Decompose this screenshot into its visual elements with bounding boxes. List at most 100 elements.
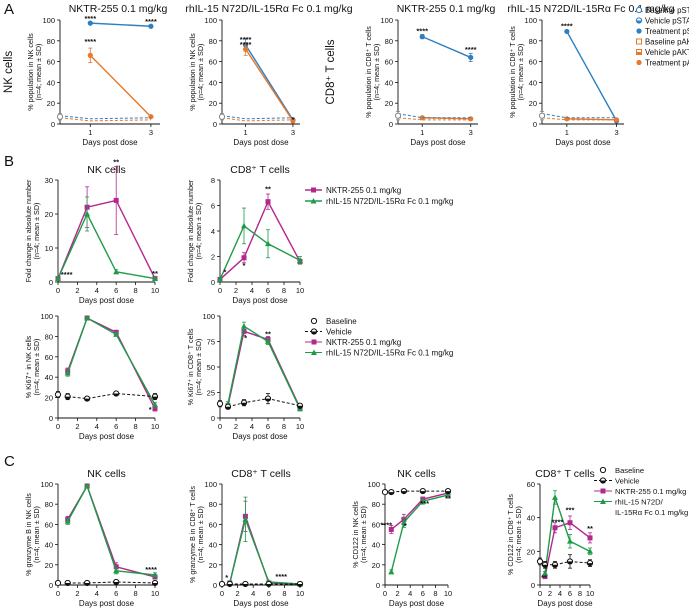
x-tick-label: 0 bbox=[56, 422, 60, 431]
legend-label: NKTR-255 0.1 mg/kg bbox=[326, 338, 401, 347]
data-point bbox=[388, 526, 394, 532]
chart-title: CD8⁺ T cells bbox=[230, 164, 289, 176]
x-tick-label: 6 bbox=[266, 286, 270, 295]
y-tick-label: 100 bbox=[204, 16, 217, 25]
legend-label: Treatment pSTAT5 bbox=[645, 27, 689, 36]
x-tick-label: 8 bbox=[282, 589, 286, 598]
series-line bbox=[67, 484, 156, 576]
data-point bbox=[113, 331, 120, 337]
series-line bbox=[59, 115, 151, 120]
data-point bbox=[241, 323, 247, 329]
series-vehicle bbox=[388, 487, 452, 496]
y-tick-label: 0 bbox=[51, 120, 55, 129]
data-point bbox=[148, 114, 154, 120]
y-tick-label: 0 bbox=[49, 414, 53, 423]
series-rhil-15-n72d-il-15r-fc-0-1-mg-kg bbox=[542, 490, 593, 576]
x-tick-label: 0 bbox=[56, 286, 60, 295]
series-line bbox=[227, 330, 301, 409]
data-point bbox=[64, 518, 71, 524]
y-axis-label: % population in NK cells bbox=[26, 33, 35, 111]
series-line bbox=[67, 317, 156, 406]
data-point-half bbox=[84, 398, 90, 402]
data-point bbox=[152, 406, 158, 412]
y-tick-label: 40 bbox=[209, 78, 217, 87]
series-vehicle bbox=[64, 578, 159, 587]
y-tick-label: 20 bbox=[47, 99, 55, 108]
x-tick-label: 4 bbox=[95, 589, 99, 598]
chart-B2: 0 2 4 6 8 0 2 4 6 8 10 Days post dose Fold change in… bbox=[186, 164, 304, 305]
y-tick-label: 75 bbox=[207, 338, 215, 347]
legend-marker-half bbox=[636, 20, 642, 24]
data-point bbox=[55, 275, 61, 281]
y-tick-label: 40 bbox=[45, 373, 53, 382]
series-line bbox=[397, 117, 471, 121]
y-tick-label: 40 bbox=[45, 541, 53, 550]
y-tick-label: 0 bbox=[389, 120, 393, 129]
series-baseline bbox=[54, 391, 62, 399]
legend-marker bbox=[311, 339, 317, 345]
series-baseline bbox=[56, 113, 64, 121]
chart-B3: 0 20 40 60 80 100 0 2 4 6 8 10 Days post dose % Ki67⁺… bbox=[24, 312, 159, 441]
series-baseline bbox=[218, 580, 226, 588]
series-rhil-15-n72d-il-15r-fc-0-1-mg-kg bbox=[388, 491, 451, 575]
data-point-half bbox=[552, 564, 558, 568]
x-tick-label: 4 bbox=[250, 286, 254, 295]
significance-annotation: * bbox=[149, 405, 152, 414]
data-point bbox=[265, 338, 271, 344]
series-rhil-15-n72d-il-15r-fc-0-1-mg-kg bbox=[226, 496, 303, 587]
y-tick-label: 6 bbox=[211, 202, 215, 211]
y-axis-label-sub: (n=4; mean ± SD) bbox=[516, 44, 525, 101]
y-axis-label: % population in NK cells bbox=[188, 33, 197, 111]
x-tick-label: 8 bbox=[433, 589, 437, 598]
y-axis-label: Fold change in absolute number bbox=[24, 179, 33, 282]
significance-annotation: ** bbox=[587, 524, 593, 533]
chart-C2: 0 20 40 60 80 100 0 2 4 6 8 10 Days post dose % granz… bbox=[188, 468, 304, 608]
y-tick-label: 20 bbox=[45, 210, 53, 219]
y-tick-label: 60 bbox=[47, 58, 55, 67]
row-side-label: NK cells bbox=[3, 51, 15, 93]
series-baseline bbox=[54, 579, 62, 587]
data-point bbox=[445, 491, 451, 498]
series-line bbox=[541, 113, 617, 119]
series-baseline bbox=[538, 111, 546, 121]
series-rhil-15-n72d-il-15r-fc-0-1-mg-kg bbox=[217, 207, 303, 282]
y-tick-label: 8 bbox=[211, 176, 215, 185]
x-tick-label: 8 bbox=[134, 422, 138, 431]
data-point bbox=[216, 400, 224, 407]
legend-marker-half bbox=[311, 331, 317, 335]
chart-A1: 0 20 40 60 80 100 1 3 Days post dose % population… bbox=[26, 3, 167, 147]
y-axis-label-sub: (n=4; mean ± SD) bbox=[514, 506, 523, 563]
legend-marker bbox=[636, 38, 642, 45]
y-axis-label: % population in CD8⁺ T cells bbox=[508, 26, 517, 118]
series-treatment-pakt bbox=[243, 42, 296, 124]
legend-marker bbox=[636, 28, 642, 34]
y-tick-label: 20 bbox=[527, 547, 535, 556]
series-line bbox=[397, 113, 471, 119]
legend-label: Baseline pSTAT5 bbox=[645, 6, 689, 15]
series-treatment-pakt bbox=[87, 47, 154, 120]
legend-marker bbox=[310, 317, 318, 325]
data-point-half bbox=[266, 583, 272, 587]
data-point-half bbox=[84, 582, 90, 586]
y-tick-label: 40 bbox=[209, 541, 217, 550]
data-point bbox=[388, 568, 395, 575]
legend-marker bbox=[310, 198, 317, 204]
significance-annotation: ** bbox=[265, 184, 271, 193]
x-tick-label: 1 bbox=[88, 128, 92, 137]
data-point bbox=[218, 580, 226, 588]
x-tick-label: 0 bbox=[383, 589, 387, 598]
data-point-half bbox=[225, 406, 231, 410]
series-line bbox=[227, 325, 301, 410]
legend-marker-half bbox=[636, 52, 642, 55]
data-point bbox=[542, 570, 548, 576]
series-vehicle-pakt bbox=[59, 117, 151, 122]
y-tick-label: 100 bbox=[42, 16, 55, 25]
chart-title: NKTR-255 0.1 mg/kg bbox=[69, 3, 168, 15]
legend-label: NKTR-255 0.1 mg/kg bbox=[615, 487, 686, 496]
legend-marker-half bbox=[600, 480, 606, 484]
series-line bbox=[391, 490, 448, 493]
significance-annotation: **** bbox=[61, 270, 73, 279]
series-vehicle-pstat5 bbox=[541, 113, 617, 119]
data-point bbox=[242, 516, 249, 522]
